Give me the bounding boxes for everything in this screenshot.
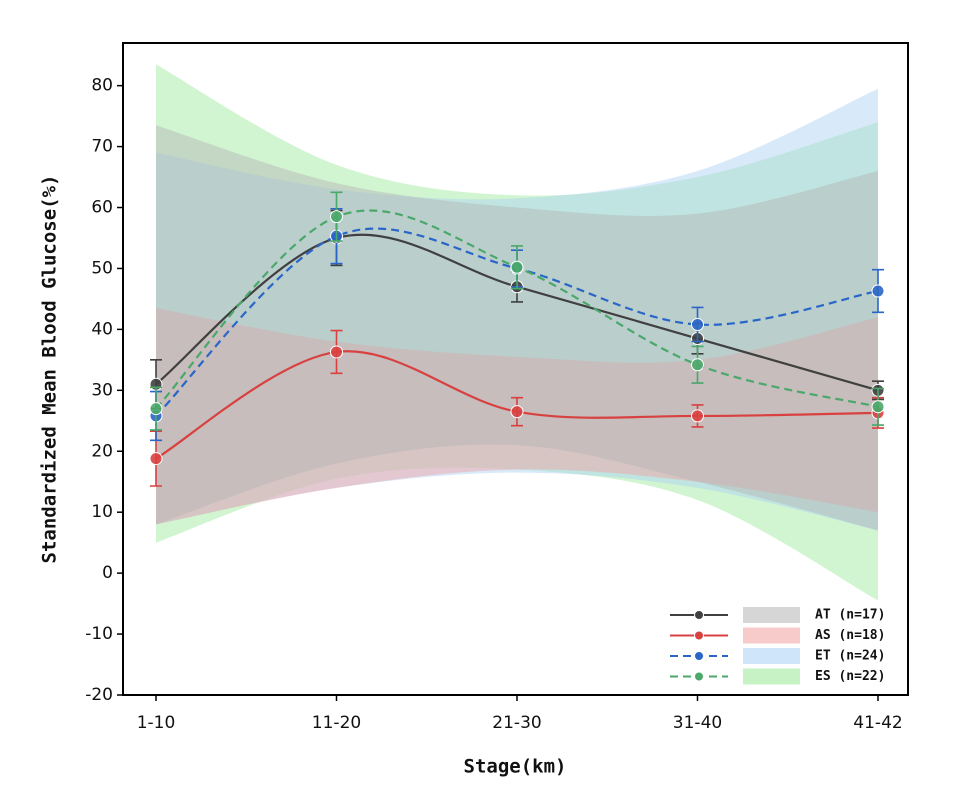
legend-marker bbox=[694, 630, 704, 641]
y-tick-label: 60 bbox=[91, 198, 113, 218]
legend-label: AS (n=18) bbox=[815, 628, 885, 643]
y-tick-label: -20 bbox=[85, 685, 113, 705]
y-tick-label: 50 bbox=[91, 258, 113, 278]
legend-marker bbox=[694, 610, 704, 620]
legend-patch bbox=[743, 668, 800, 685]
marker bbox=[691, 409, 704, 423]
marker bbox=[691, 318, 704, 332]
y-tick-label: 10 bbox=[91, 502, 113, 522]
legend-patch bbox=[743, 648, 800, 664]
y-tick-label: -10 bbox=[85, 624, 113, 644]
x-tick-label: 41-42 bbox=[853, 713, 902, 733]
marker bbox=[149, 402, 163, 416]
x-tick-label: 31-40 bbox=[673, 713, 722, 733]
marker bbox=[510, 260, 524, 274]
series-line bbox=[155, 227, 879, 417]
x-tick-label: 11-20 bbox=[312, 713, 361, 733]
legend-marker bbox=[694, 651, 704, 661]
plot-frame bbox=[122, 42, 909, 696]
legend-label: ET (n=24) bbox=[815, 649, 885, 664]
marker bbox=[691, 358, 704, 372]
marker bbox=[510, 405, 524, 419]
legend-patch bbox=[743, 607, 800, 623]
series-line bbox=[155, 209, 879, 410]
plot-area bbox=[149, 64, 885, 601]
x-axis-title: Stage(km) bbox=[464, 756, 567, 778]
y-tick-label: 20 bbox=[91, 441, 113, 461]
marker bbox=[330, 345, 343, 359]
y-tick-label: 40 bbox=[91, 319, 113, 339]
x-tick-label: 21-30 bbox=[492, 713, 541, 733]
legend-marker bbox=[694, 671, 704, 682]
marker bbox=[330, 210, 343, 224]
y-tick-label: 30 bbox=[91, 380, 113, 400]
y-tick-label: 70 bbox=[91, 137, 113, 157]
legend-label: AT (n=17) bbox=[815, 608, 885, 623]
y-axis-title: Standardized Mean Blood Glucose(%) bbox=[39, 175, 61, 564]
x-tick-label: 1-10 bbox=[137, 713, 176, 733]
legend-patch bbox=[743, 627, 800, 644]
marker bbox=[871, 400, 885, 414]
marker bbox=[149, 452, 163, 466]
y-tick-label: 80 bbox=[91, 76, 113, 96]
y-tick-label: 0 bbox=[102, 563, 113, 583]
legend-label: ES (n=22) bbox=[815, 669, 885, 684]
marker bbox=[871, 284, 885, 298]
